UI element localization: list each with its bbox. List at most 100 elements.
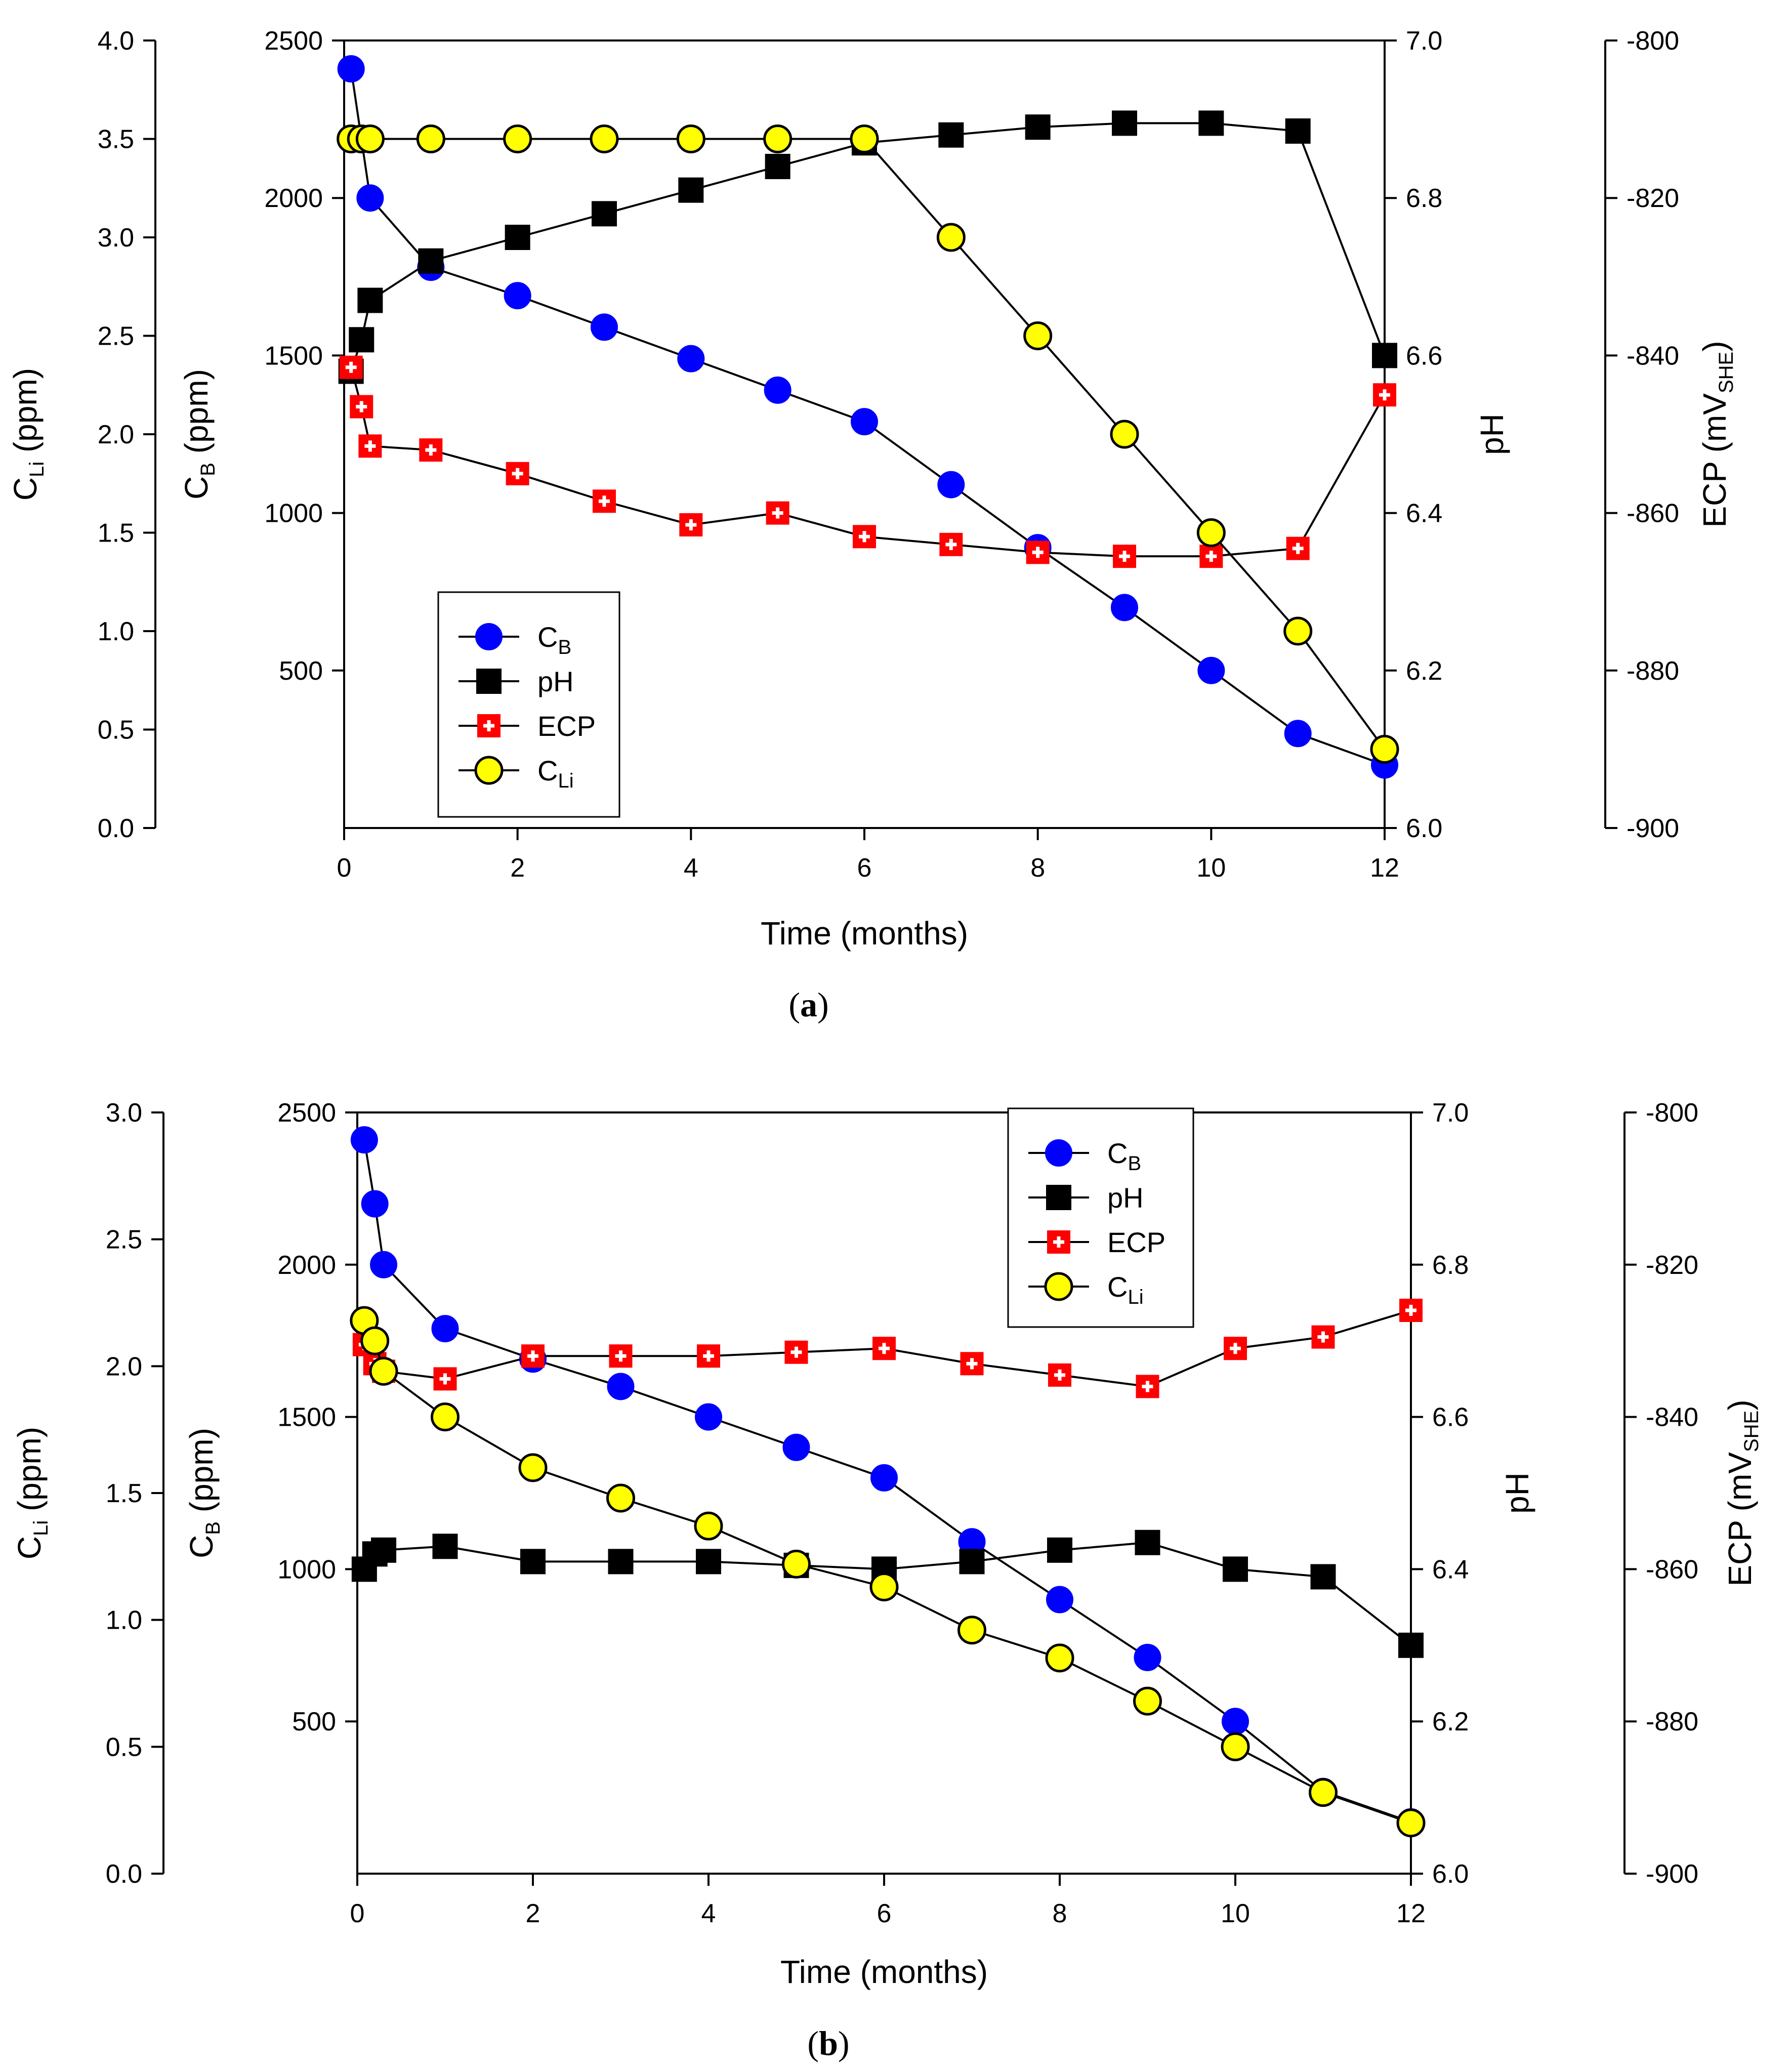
legend-marker-cli	[1044, 1272, 1073, 1301]
data-point-ecp	[339, 355, 363, 379]
x-tick-label: 4	[701, 1899, 716, 1928]
data-point-ph	[1112, 110, 1137, 136]
data-point-cb	[764, 376, 791, 404]
data-point-ecp	[358, 434, 382, 458]
data-point-ecp-cross	[1142, 1381, 1153, 1392]
legend-label-main: C	[537, 621, 558, 653]
data-point-ph	[1310, 1564, 1336, 1590]
ph-tick-label: 6.8	[1406, 184, 1442, 213]
panel-label-close: )	[817, 985, 829, 1024]
panel-label-letter: a	[800, 985, 817, 1024]
data-point-cb	[504, 282, 531, 310]
ph-tick-label: 7.0	[1406, 26, 1442, 56]
data-point-ph	[418, 248, 444, 274]
x-tick-label: 8	[1030, 853, 1045, 883]
cb-tick-label: 2500	[277, 1098, 336, 1128]
panel-label-letter: b	[819, 2024, 838, 2062]
data-point-ecp	[853, 525, 876, 549]
ph-tick-label: 6.2	[1406, 656, 1442, 686]
legend-label-sub: Li	[1128, 1286, 1143, 1308]
cb-tick-label: 500	[279, 656, 323, 686]
x-tick-label: 0	[350, 1899, 365, 1928]
series-line-cb	[350, 68, 1385, 766]
data-point-ecp	[784, 1340, 808, 1364]
data-point-ecp	[350, 395, 373, 419]
cli-tick-label: 0.0	[106, 1859, 142, 1889]
cli-tick-label: 3.0	[98, 223, 134, 253]
ecp-tick-label: -820	[1627, 184, 1679, 213]
data-point-cb	[870, 1464, 898, 1492]
legend-label-main: pH	[1107, 1182, 1144, 1214]
data-point-cli	[590, 125, 619, 153]
data-point-ph	[371, 1537, 397, 1563]
cli-axis-label-main: C	[7, 477, 44, 501]
data-point-ecp-cross	[1230, 1343, 1241, 1354]
cli-tick-label: 1.5	[98, 519, 134, 548]
cb-tick-label: 2000	[264, 184, 323, 213]
cli-tick-label: 1.0	[98, 617, 134, 646]
data-point-ecp	[1048, 1363, 1071, 1387]
legend-label-main: C	[537, 755, 558, 787]
x-tick-label: 8	[1053, 1899, 1067, 1928]
data-point-ecp	[872, 1337, 896, 1360]
ph-tick-label: 6.0	[1406, 814, 1442, 843]
data-point-cb	[337, 55, 365, 83]
data-point-cli	[1309, 1778, 1338, 1807]
data-point-cli	[416, 125, 445, 153]
legend-label-ecp: ECP	[537, 710, 596, 742]
ph-tick-label: 6.4	[1432, 1555, 1469, 1584]
data-point-ecp	[766, 501, 789, 525]
x-tick-label: 12	[1370, 853, 1399, 883]
cli-tick-label: 2.0	[106, 1352, 142, 1381]
data-point-ecp-cross	[356, 401, 367, 412]
data-point-ecp-cross	[879, 1343, 890, 1354]
data-point-ecp-cross	[1292, 543, 1304, 554]
data-point-ecp-cross	[1205, 551, 1217, 562]
data-point-cli	[1283, 616, 1313, 646]
data-point-ph	[1198, 110, 1224, 136]
data-point-ecp-cross	[966, 1358, 978, 1370]
data-point-ecp-cross	[1379, 389, 1390, 401]
chart-panel-b: 0 2 4 6 8 10 12 Time (months) 0.0 0.5 1.0 1.5 2.0 2.5…	[11, 1098, 1763, 2062]
panel-label-open: (	[807, 2024, 819, 2062]
legend-marker-ecp	[477, 714, 501, 737]
legend-label-cli: CLi	[1107, 1271, 1144, 1308]
data-point-cb	[361, 1190, 389, 1218]
data-point-ph	[505, 225, 530, 250]
cli-axis-label-sub: Li	[30, 1520, 52, 1536]
data-point-cli	[957, 1616, 986, 1645]
panel-label: (a)	[788, 985, 828, 1024]
cli-tick-label: 0.5	[106, 1732, 142, 1762]
data-point-ph	[1398, 1632, 1424, 1658]
data-point-ecp	[1399, 1299, 1423, 1322]
legend-box	[1007, 1107, 1194, 1328]
data-point-ph	[765, 153, 790, 179]
data-point-ph	[1135, 1529, 1160, 1555]
data-point-ph	[608, 1549, 634, 1575]
cb-axis-label: CB (ppm)	[178, 369, 219, 500]
cli-axis-label-unit: (ppm)	[7, 368, 44, 462]
data-point-cb	[1111, 594, 1138, 622]
cb-axis-label-main: C	[183, 1535, 220, 1558]
legend-label-sub: B	[1128, 1152, 1141, 1175]
cli-tick-label: 2.0	[98, 420, 134, 449]
data-point-cb	[937, 471, 965, 499]
legend-marker-cli	[474, 756, 504, 785]
data-point-cli	[936, 223, 966, 252]
data-point-cb	[591, 313, 618, 341]
data-point-cli	[518, 1453, 548, 1482]
data-point-ecp-cross	[1119, 551, 1130, 562]
data-point-cli	[431, 1402, 460, 1432]
cli-tick-label: 3.0	[106, 1098, 142, 1128]
data-point-ph	[1223, 1556, 1248, 1582]
legend-label-ph: pH	[1107, 1182, 1144, 1214]
legend-label-ph: pH	[537, 666, 574, 697]
x-tick-label: 2	[526, 1899, 540, 1928]
ph-tick-label: 6.0	[1432, 1859, 1469, 1889]
legend-marker-cb	[1045, 1139, 1072, 1167]
panel-label-open: (	[788, 985, 800, 1024]
cli-axis-label: CLi (ppm)	[11, 1427, 52, 1559]
data-point-ph	[1372, 343, 1397, 368]
data-point-ecp-cross	[615, 1350, 627, 1362]
data-point-ecp-cross	[439, 1373, 451, 1385]
